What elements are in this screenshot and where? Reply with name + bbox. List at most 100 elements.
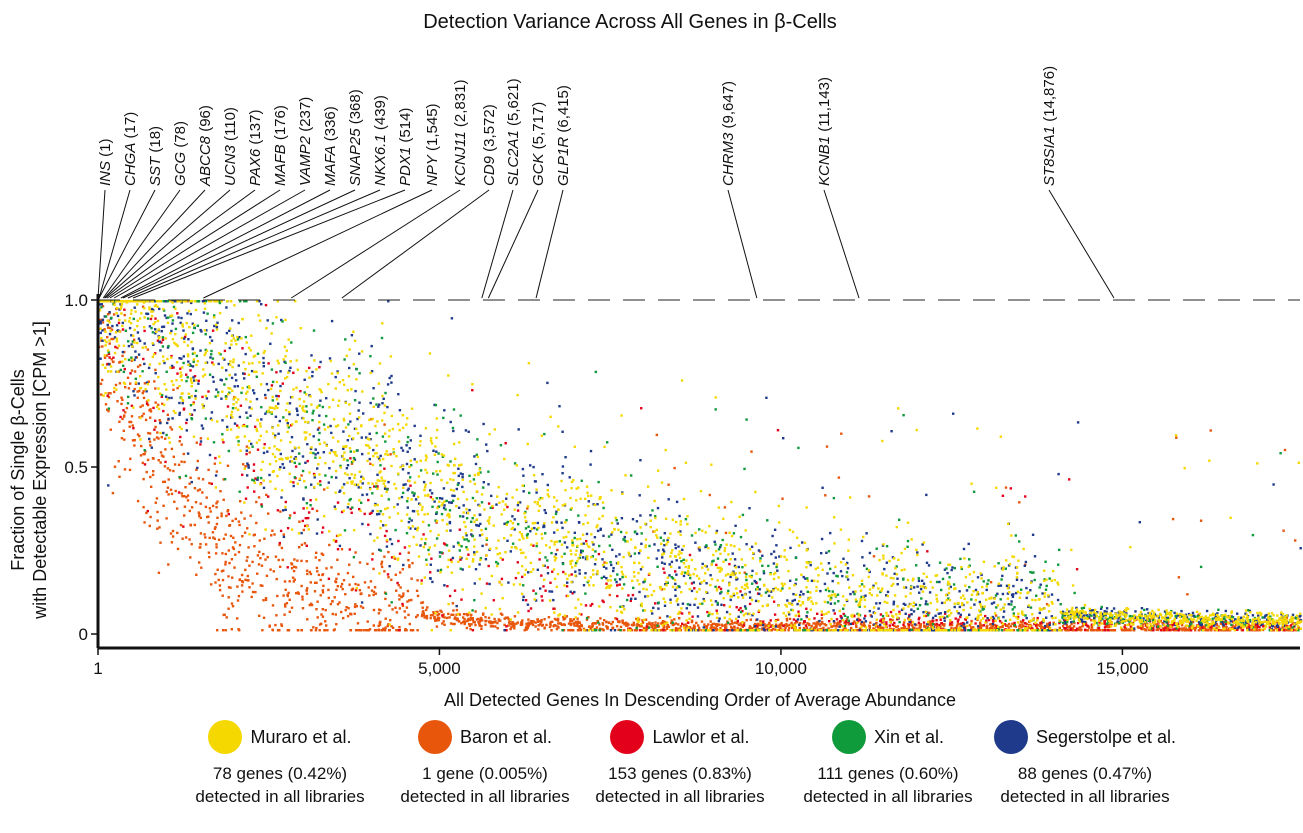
point [630, 623, 634, 627]
point [164, 437, 167, 440]
point [377, 629, 380, 632]
point [705, 627, 708, 630]
point [107, 392, 110, 395]
point [645, 625, 648, 628]
point [205, 397, 209, 400]
point [1282, 624, 1286, 627]
point [616, 584, 619, 587]
point [792, 592, 795, 596]
point [378, 548, 381, 551]
point [166, 486, 170, 489]
point [833, 624, 836, 627]
point [774, 628, 777, 631]
point [902, 578, 905, 581]
gene-label-2: SST (18) [147, 126, 164, 186]
point [171, 417, 174, 420]
point [296, 409, 299, 413]
point [830, 596, 833, 600]
point [875, 602, 878, 605]
point [728, 622, 731, 626]
point [433, 403, 436, 407]
point [358, 401, 361, 404]
point [118, 382, 122, 385]
point [1061, 610, 1065, 613]
point [1265, 613, 1268, 617]
point [1012, 612, 1015, 615]
point [920, 597, 923, 600]
point [662, 567, 665, 570]
point [1040, 625, 1043, 628]
point [549, 581, 552, 584]
point [1191, 620, 1195, 624]
point [1031, 571, 1034, 574]
point [773, 528, 777, 531]
point [906, 545, 909, 548]
point [336, 548, 340, 551]
point [378, 623, 382, 626]
point [855, 600, 858, 603]
point [330, 566, 333, 569]
point [519, 623, 523, 626]
point [461, 515, 465, 518]
point [549, 622, 552, 625]
point [145, 402, 149, 405]
point [129, 382, 132, 385]
gene-label-1: CHGA (17) [122, 112, 139, 186]
point [186, 494, 190, 497]
point [255, 375, 258, 378]
point [107, 351, 110, 354]
point [292, 565, 296, 568]
point [379, 620, 382, 624]
point [384, 440, 387, 443]
point [328, 467, 331, 470]
point [271, 604, 275, 607]
point [325, 397, 328, 400]
point [275, 371, 278, 374]
point [688, 603, 692, 607]
point [825, 445, 829, 448]
point [371, 552, 374, 555]
point [468, 508, 471, 512]
point [306, 443, 309, 446]
point [305, 592, 309, 595]
point [589, 576, 592, 579]
point [438, 497, 442, 500]
point [225, 377, 228, 381]
point [225, 514, 228, 518]
point [1184, 613, 1188, 616]
point [705, 625, 709, 628]
point [401, 449, 405, 452]
point [239, 300, 242, 303]
point [224, 560, 227, 564]
point [252, 469, 256, 472]
point [946, 615, 949, 618]
point [739, 610, 743, 614]
point [142, 506, 145, 509]
point [361, 493, 364, 497]
point [310, 354, 313, 357]
point [441, 497, 444, 500]
point [437, 619, 440, 622]
point [1022, 625, 1025, 628]
point [957, 612, 960, 615]
point [1039, 583, 1042, 586]
point [1258, 629, 1261, 632]
point [713, 540, 716, 543]
point [1043, 607, 1046, 610]
point [173, 463, 177, 466]
point [530, 621, 534, 624]
point [1015, 591, 1018, 595]
point [986, 624, 989, 628]
point [916, 627, 919, 630]
point [725, 626, 728, 629]
point [964, 618, 968, 621]
point [735, 606, 738, 609]
point [663, 571, 666, 574]
point [99, 303, 102, 306]
point [872, 627, 875, 630]
point [820, 552, 823, 555]
point [470, 533, 473, 536]
point [687, 570, 690, 573]
point [277, 424, 280, 427]
point [999, 435, 1002, 438]
